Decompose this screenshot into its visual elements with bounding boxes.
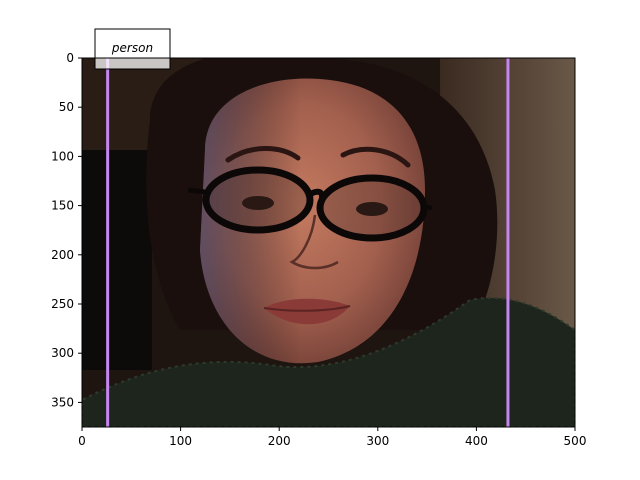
detection-bounding-box [106, 58, 510, 427]
x-tick-label: 500 [564, 434, 587, 448]
x-axis: 0 100 200 300 400 500 [78, 427, 586, 448]
photo [82, 58, 575, 427]
y-tick-label: 100 [51, 149, 74, 163]
x-tick-label: 100 [169, 434, 192, 448]
y-tick-label: 200 [51, 248, 74, 262]
x-tick-label: 400 [465, 434, 488, 448]
x-tick-label: 300 [366, 434, 389, 448]
y-tick-label: 0 [66, 51, 74, 65]
y-tick-label: 350 [51, 395, 74, 409]
x-tick-label: 200 [268, 434, 291, 448]
annotation-label-text: person [111, 41, 153, 55]
y-tick-label: 150 [51, 199, 74, 213]
x-tick-label: 0 [78, 434, 86, 448]
y-tick-label: 250 [51, 297, 74, 311]
y-axis: 0 50 100 150 200 250 300 350 [51, 51, 82, 409]
y-tick-label: 50 [59, 100, 74, 114]
axes-frame [81, 57, 576, 428]
y-tick-label: 300 [51, 346, 74, 360]
annotation-label: person [94, 28, 171, 70]
